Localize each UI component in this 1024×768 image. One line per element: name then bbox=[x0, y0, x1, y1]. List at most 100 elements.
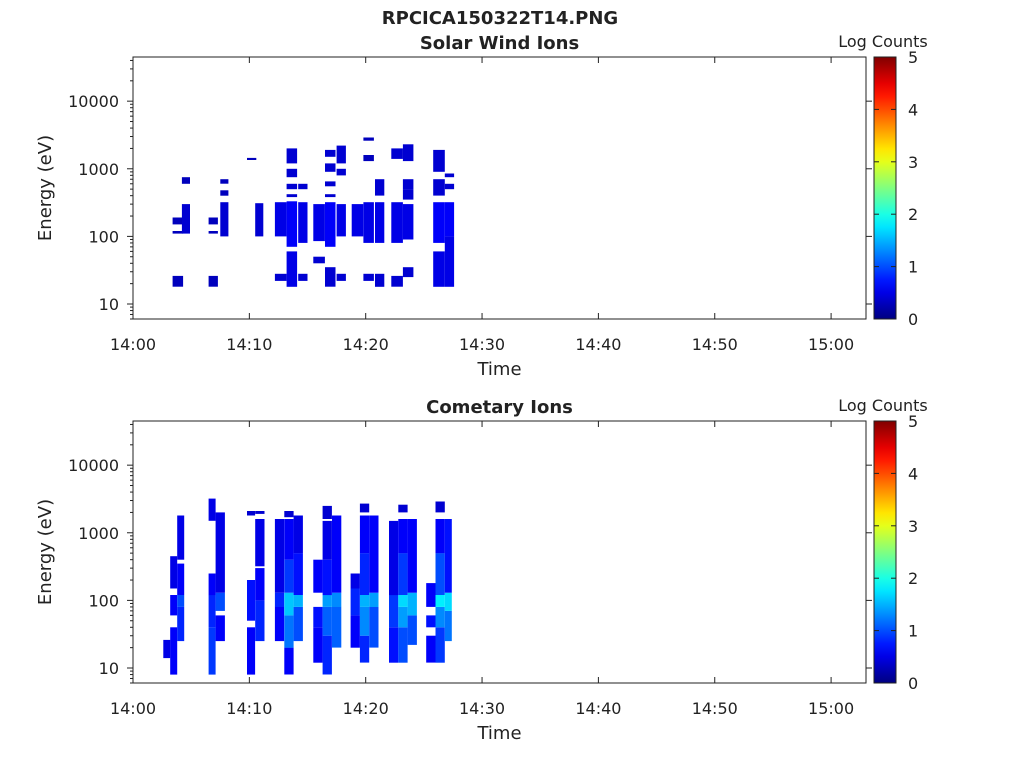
heatmap-cell bbox=[322, 520, 332, 560]
heatmap-cell bbox=[313, 606, 323, 628]
heatmap-cell bbox=[398, 595, 408, 607]
heatmap-cell bbox=[220, 190, 229, 196]
heatmap-cell bbox=[284, 615, 294, 648]
heatmap-cell bbox=[322, 505, 332, 519]
heatmap-cell bbox=[325, 194, 336, 198]
heatmap-cell bbox=[444, 519, 452, 593]
x-tick-label: 14:40 bbox=[575, 699, 621, 718]
heatmap-cell bbox=[247, 580, 256, 621]
heatmap-cell bbox=[322, 595, 332, 607]
heatmap-cell bbox=[298, 273, 308, 281]
heatmap-cells bbox=[163, 498, 452, 675]
heatmap-cell bbox=[255, 600, 265, 642]
heatmap-cell bbox=[313, 627, 323, 663]
heatmap-cell bbox=[255, 511, 265, 514]
colorbar: Log Counts 0 1 2 3 4 5 bbox=[838, 32, 928, 329]
heatmap-cell bbox=[170, 595, 178, 616]
heatmap-cell bbox=[163, 639, 171, 659]
heatmap-cell bbox=[274, 202, 287, 237]
colorbar-tick-label: 2 bbox=[908, 569, 918, 588]
heatmap-cell bbox=[208, 231, 218, 234]
colorbar-tick-label: 1 bbox=[908, 622, 918, 641]
heatmap-cell bbox=[325, 202, 336, 247]
heatmap-cell bbox=[363, 137, 374, 141]
colorbar-label: Log Counts bbox=[838, 32, 928, 51]
heatmap-cell bbox=[172, 217, 184, 225]
heatmap-cell bbox=[215, 512, 225, 593]
colorbar-tick-label: 0 bbox=[908, 674, 918, 693]
y-tick-label: 100 bbox=[88, 227, 119, 246]
heatmap-cell bbox=[284, 559, 294, 593]
heatmap-cell bbox=[359, 553, 370, 595]
heatmap-cell bbox=[274, 273, 287, 281]
heatmap-cell bbox=[336, 204, 346, 237]
heatmap-cell bbox=[325, 149, 336, 157]
heatmap-cell bbox=[363, 155, 374, 162]
heatmap-cell bbox=[177, 515, 185, 560]
heatmap-cell bbox=[332, 606, 342, 648]
heatmap-cell bbox=[435, 595, 445, 607]
heatmap-cell bbox=[389, 595, 399, 628]
x-tick-label: 15:00 bbox=[808, 699, 854, 718]
panel-solar-wind-ions: Solar Wind Ions 14:00 14:10 14:20 14:30 14:40… bbox=[35, 32, 928, 380]
heatmap-cell bbox=[389, 627, 399, 663]
heatmap-cell bbox=[350, 573, 360, 589]
y-tick-label: 100 bbox=[88, 591, 119, 610]
heatmap-cell bbox=[433, 179, 445, 196]
heatmap-cell bbox=[402, 144, 414, 162]
colorbar-tick-label: 2 bbox=[908, 205, 918, 224]
heatmap-cell bbox=[284, 519, 294, 560]
heatmap-cell bbox=[433, 149, 445, 172]
heatmap-cell bbox=[369, 606, 379, 648]
x-tick-label: 15:00 bbox=[808, 335, 854, 354]
heatmap-cell bbox=[274, 592, 285, 607]
heatmap-cell bbox=[274, 606, 285, 642]
y-tick-label: 1000 bbox=[78, 524, 119, 543]
heatmap-cell bbox=[220, 202, 229, 237]
heatmap-cell bbox=[298, 202, 308, 243]
heatmap-cell bbox=[426, 615, 436, 628]
heatmap-cell bbox=[391, 202, 403, 243]
heatmap-cell bbox=[170, 627, 178, 675]
heatmap-cell bbox=[444, 183, 455, 190]
heatmap-cell bbox=[313, 204, 325, 242]
colorbar-tick-label: 1 bbox=[908, 258, 918, 277]
heatmap-cell bbox=[407, 615, 417, 645]
heatmap-cell bbox=[255, 568, 265, 601]
heatmap-cell bbox=[336, 145, 346, 164]
x-tick-label: 14:00 bbox=[110, 699, 156, 718]
heatmap-cell bbox=[435, 501, 445, 513]
heatmap-cell bbox=[391, 148, 403, 159]
heatmap-cell bbox=[286, 251, 298, 287]
colorbar-tick-label: 0 bbox=[908, 310, 918, 329]
heatmap-cell bbox=[359, 595, 370, 607]
heatmap-cell bbox=[433, 251, 445, 287]
heatmap-cell bbox=[247, 157, 257, 160]
heatmap-cells bbox=[172, 137, 455, 287]
heatmap-cell bbox=[363, 273, 374, 281]
heatmap-cell bbox=[208, 627, 216, 675]
x-tick-label: 14:50 bbox=[692, 335, 738, 354]
heatmap-cell bbox=[172, 275, 184, 287]
heatmap-cell bbox=[398, 553, 408, 595]
heatmap-cell bbox=[375, 202, 385, 243]
heatmap-cell bbox=[336, 273, 346, 281]
colorbar-scale bbox=[873, 420, 897, 684]
colorbar-tick-label: 4 bbox=[908, 464, 918, 483]
heatmap-cell bbox=[286, 168, 298, 178]
heatmap-cell bbox=[435, 606, 445, 628]
colorbar-tick-label: 5 bbox=[908, 412, 918, 431]
heatmap-cell bbox=[293, 606, 303, 642]
heatmap-cell bbox=[398, 606, 408, 628]
heatmap-cell bbox=[336, 168, 346, 176]
x-tick-label: 14:10 bbox=[226, 335, 272, 354]
heatmap-cell bbox=[359, 635, 370, 663]
heatmap-cell bbox=[435, 553, 445, 595]
heatmap-cell bbox=[398, 519, 408, 554]
heatmap-cell bbox=[369, 515, 379, 593]
heatmap-cell bbox=[444, 610, 452, 642]
heatmap-cell bbox=[208, 573, 216, 596]
heatmap-cell bbox=[181, 177, 190, 184]
panel-title: Solar Wind Ions bbox=[420, 33, 579, 54]
